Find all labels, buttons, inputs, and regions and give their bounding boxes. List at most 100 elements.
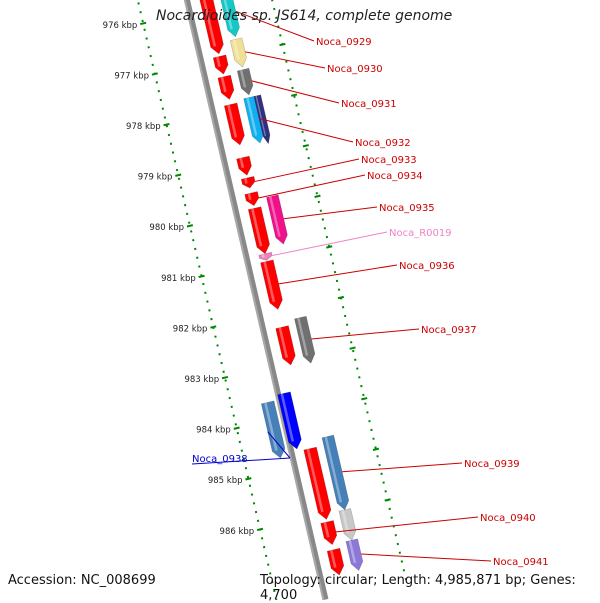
- tick-mark: [337, 295, 345, 300]
- gene-highlight: [263, 261, 276, 303]
- label-leader: [251, 80, 340, 104]
- gene-g18[interactable]: [294, 315, 316, 364]
- gene-label[interactable]: Noca_0931: [341, 99, 397, 110]
- gene-g14[interactable]: [266, 194, 288, 245]
- gene-label[interactable]: Noca_0930: [327, 64, 383, 75]
- map-title: Nocardioides sp. JS614, complete genome: [156, 8, 453, 24]
- tick-mark: [210, 325, 217, 329]
- gene-g26[interactable]: [326, 547, 345, 576]
- gene-g20[interactable]: [277, 391, 302, 450]
- gene-label[interactable]: Noca_0935: [379, 203, 435, 214]
- topology-text: Topology: circular; Length: 4,985,871 bp…: [260, 573, 576, 603]
- label-leader: [283, 206, 378, 220]
- gene-highlight: [261, 253, 265, 258]
- gene-highlight: [341, 510, 350, 533]
- gene-highlight: [247, 193, 252, 201]
- gene-g24[interactable]: [338, 508, 357, 541]
- gene-label[interactable]: Noca_0937: [421, 325, 477, 336]
- gene-label[interactable]: Noca_0941: [493, 557, 549, 568]
- genes-layer: [197, 0, 364, 576]
- gene-g13[interactable]: [247, 206, 270, 255]
- gene-highlight: [239, 69, 247, 88]
- tick-mark: [245, 477, 252, 481]
- gene-label[interactable]: Noca_0939: [464, 459, 520, 470]
- tick-mark: [290, 93, 298, 97]
- gene-g2[interactable]: [219, 0, 240, 38]
- tick-mark: [198, 274, 205, 279]
- gene-highlight: [280, 393, 295, 442]
- tick-mark: [186, 224, 194, 228]
- gene-g19[interactable]: [260, 400, 286, 459]
- tick-mark: [361, 397, 368, 401]
- tick-layer: 976 kbp 977 kbp 978 kbp 979 kbp 980 kbp 981 k…: [103, 0, 408, 600]
- gene-highlight: [216, 56, 221, 67]
- gene-highlight: [251, 208, 263, 247]
- gene-label[interactable]: Noca_0929: [316, 37, 372, 48]
- gene-g1[interactable]: [197, 0, 224, 55]
- gene-highlight: [264, 402, 278, 451]
- gene-g10[interactable]: [236, 155, 252, 176]
- gene-label[interactable]: Noca_0934: [367, 171, 423, 182]
- tick-label: 978 kbp: [126, 122, 161, 132]
- gene-label[interactable]: Noca_0936: [399, 261, 455, 272]
- tick-mark: [151, 72, 158, 76]
- gene-label[interactable]: Noca_0932: [355, 138, 411, 149]
- gene-g5[interactable]: [217, 74, 235, 100]
- gene-highlight: [223, 0, 233, 30]
- label-leader: [361, 553, 492, 562]
- gene-g4[interactable]: [212, 54, 229, 75]
- tick-mark: [233, 426, 240, 430]
- gene-g23[interactable]: [320, 520, 338, 546]
- genome-backbone: [183, 0, 325, 600]
- tick-label: 977 kbp: [114, 71, 149, 81]
- gene-g15[interactable]: [258, 251, 273, 261]
- gene-highlight: [246, 97, 258, 136]
- gene-highlight: [202, 0, 217, 47]
- label-leader: [272, 231, 388, 257]
- label-leader: [342, 462, 463, 473]
- gene-g22[interactable]: [321, 434, 350, 511]
- tick-mark: [163, 122, 170, 127]
- label-leader: [278, 264, 398, 285]
- gene-highlight: [232, 39, 240, 60]
- tick-label: 976 kbp: [103, 21, 138, 31]
- gene-highlight: [348, 540, 357, 564]
- backbone-layer: [183, 0, 329, 600]
- gene-g8[interactable]: [243, 95, 265, 144]
- gene-label[interactable]: Noca_R0019: [389, 228, 452, 239]
- gene-g3[interactable]: [229, 37, 247, 68]
- gene-highlight: [330, 549, 337, 568]
- tick-mark: [384, 498, 391, 502]
- tick-label: 979 kbp: [138, 173, 173, 183]
- gene-highlight: [239, 157, 245, 169]
- gene-highlight: [297, 317, 309, 356]
- label-leader: [258, 174, 366, 199]
- tick-label: 980 kbp: [149, 223, 184, 233]
- tick-mark: [279, 42, 286, 47]
- gene-g25[interactable]: [345, 538, 364, 572]
- tick-mark: [175, 173, 182, 177]
- gene-g7[interactable]: [223, 102, 245, 146]
- tick-mark: [140, 21, 147, 26]
- gene-g12[interactable]: [244, 191, 260, 207]
- gene-label[interactable]: Noca_0938: [192, 454, 248, 465]
- gene-highlight: [244, 178, 248, 184]
- gene-g11[interactable]: [240, 176, 256, 189]
- gene-highlight: [227, 104, 238, 138]
- gene-label[interactable]: Noca_0940: [480, 513, 536, 524]
- label-leader: [335, 516, 479, 533]
- gene-label[interactable]: Noca_0933: [361, 155, 417, 166]
- tick-label: 984 kbp: [196, 426, 231, 436]
- tick-mark: [221, 375, 229, 380]
- gene-g21[interactable]: [303, 446, 332, 520]
- label-leader: [245, 51, 326, 69]
- gene-g16[interactable]: [260, 259, 283, 310]
- genome-backbone: [183, 0, 329, 600]
- gene-g6[interactable]: [236, 67, 254, 96]
- label-leader: [260, 118, 354, 143]
- label-leader: [191, 457, 291, 465]
- label-leader: [267, 431, 291, 459]
- gene-g17[interactable]: [275, 325, 296, 366]
- tick-label: 986 kbp: [220, 527, 255, 537]
